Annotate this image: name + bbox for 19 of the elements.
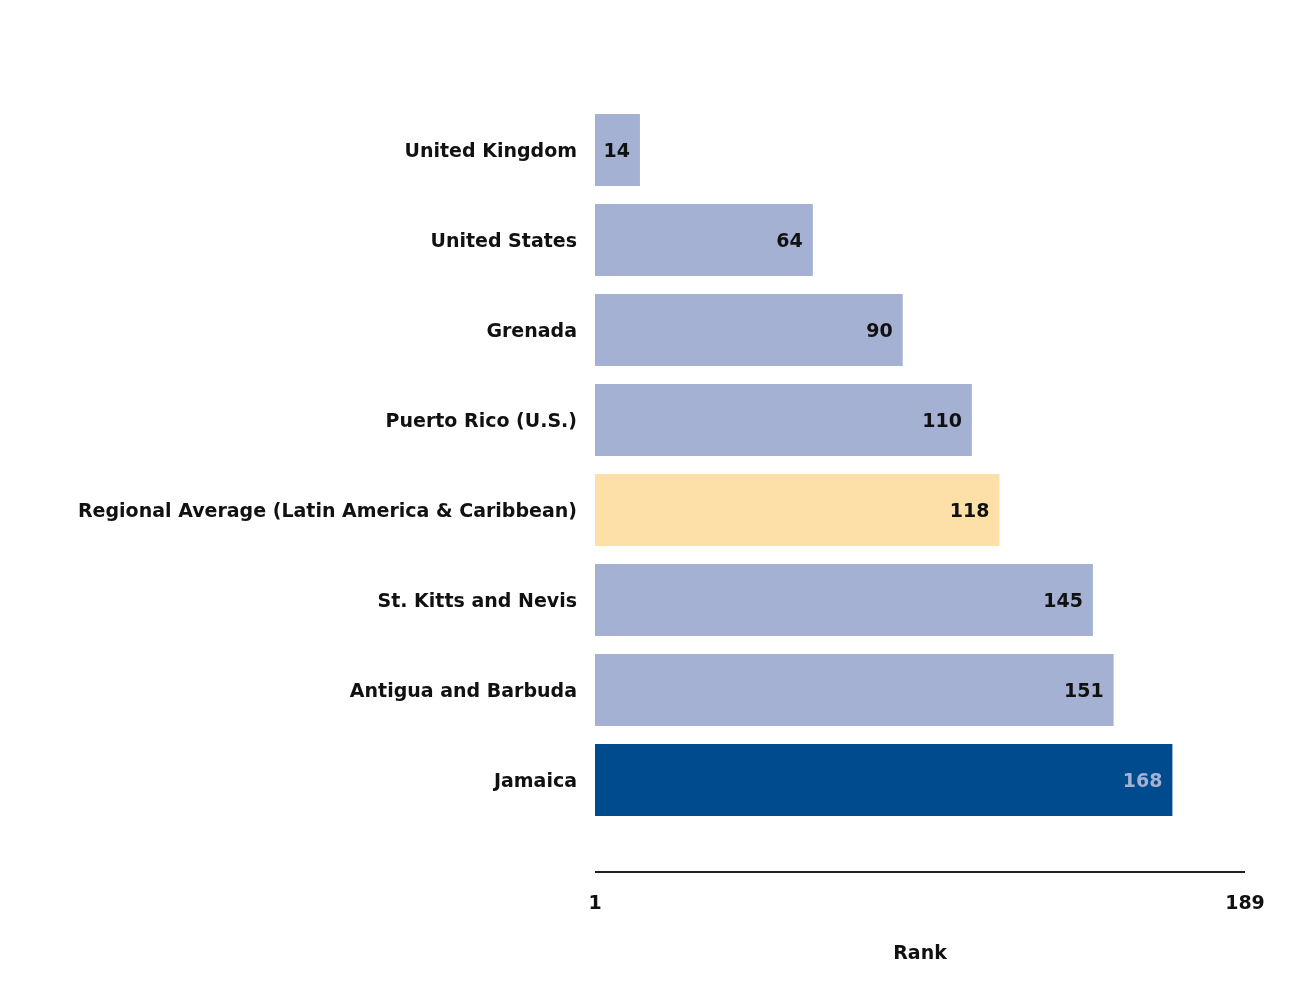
data-label: 168 — [1122, 768, 1163, 791]
x-tick-label: 1 — [588, 890, 602, 913]
x-axis-title: Rank — [893, 940, 948, 963]
y-tick-label: Antigua and Barbuda — [349, 678, 577, 701]
y-tick-label: United States — [430, 228, 577, 251]
data-label: 64 — [776, 228, 803, 251]
data-label: 14 — [603, 138, 630, 161]
x-tick-label: 189 — [1225, 890, 1265, 913]
data-label: 151 — [1063, 678, 1104, 701]
y-tick-label: Jamaica — [491, 768, 577, 791]
y-tick-label: Grenada — [486, 318, 577, 341]
data-label: 110 — [922, 408, 962, 431]
data-label: 90 — [866, 318, 893, 341]
y-tick-label: Regional Average (Latin America & Caribbean) — [77, 498, 577, 521]
data-label: 145 — [1043, 588, 1083, 611]
y-tick-label: Puerto Rico (U.S.) — [385, 408, 577, 431]
y-tick-label: St. Kitts and Nevis — [377, 588, 577, 611]
data-label: 118 — [949, 498, 990, 521]
y-tick-label: United Kingdom — [404, 138, 577, 161]
